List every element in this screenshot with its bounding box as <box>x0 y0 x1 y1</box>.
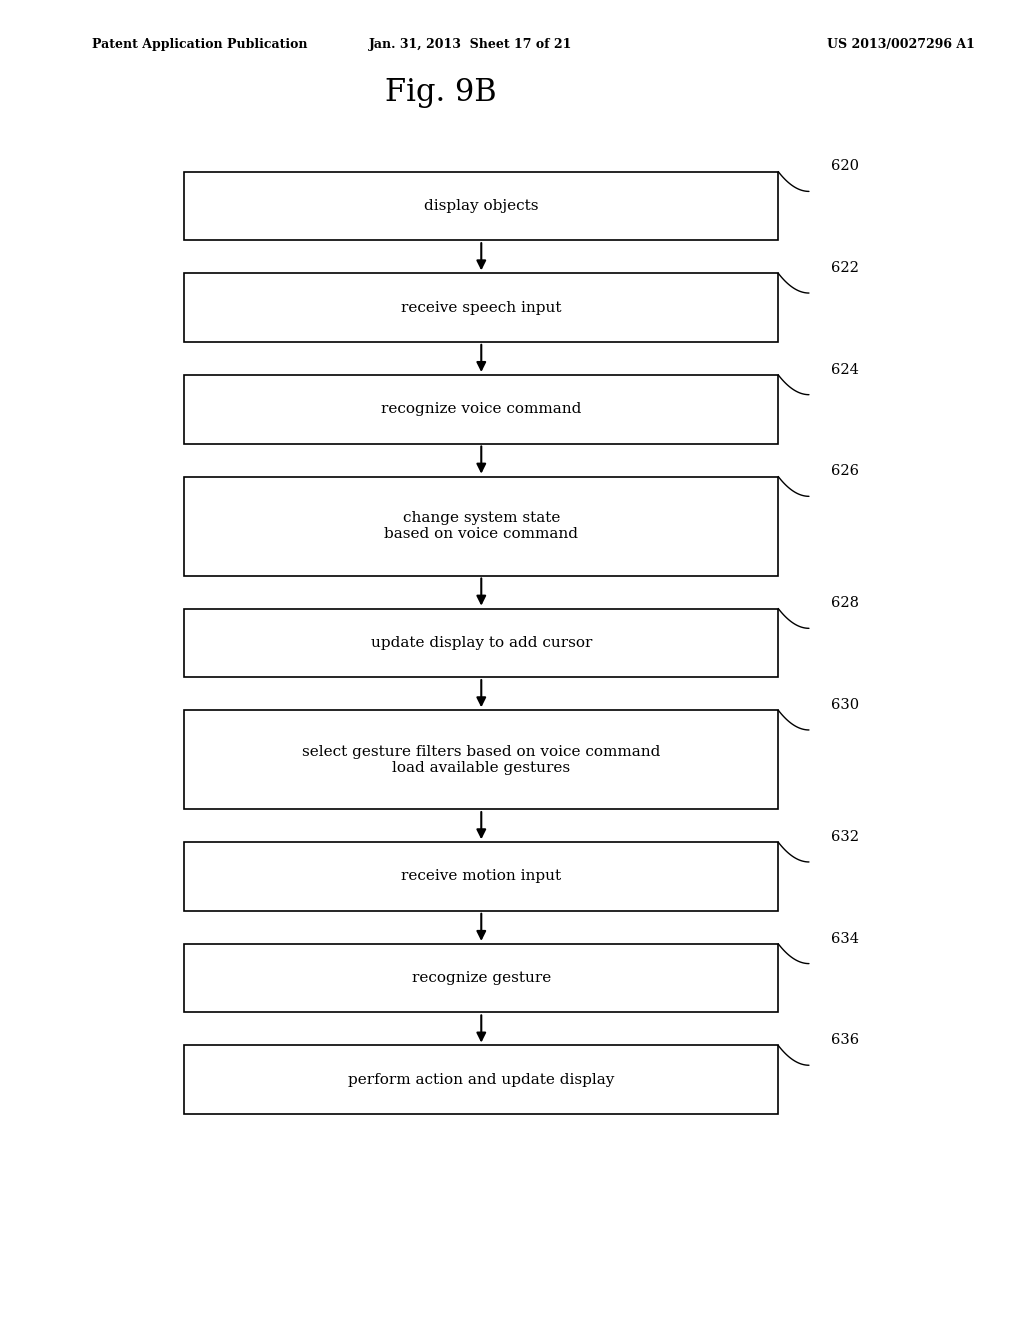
FancyBboxPatch shape <box>184 609 778 677</box>
Text: display objects: display objects <box>424 199 539 213</box>
Text: Patent Application Publication: Patent Application Publication <box>92 38 307 51</box>
FancyBboxPatch shape <box>184 273 778 342</box>
Text: update display to add cursor: update display to add cursor <box>371 636 592 649</box>
FancyBboxPatch shape <box>184 944 778 1012</box>
Text: receive speech input: receive speech input <box>401 301 561 314</box>
Text: 622: 622 <box>831 261 859 275</box>
Text: 628: 628 <box>831 597 859 610</box>
Text: 626: 626 <box>831 465 859 478</box>
FancyBboxPatch shape <box>184 842 778 911</box>
Text: recognize voice command: recognize voice command <box>381 403 582 416</box>
Text: perform action and update display: perform action and update display <box>348 1073 614 1086</box>
Text: 624: 624 <box>831 363 859 376</box>
Text: Fig. 9B: Fig. 9B <box>384 77 497 108</box>
Text: 630: 630 <box>831 698 859 711</box>
Text: 632: 632 <box>831 830 859 843</box>
Text: select gesture filters based on voice command
load available gestures: select gesture filters based on voice co… <box>302 744 660 775</box>
FancyBboxPatch shape <box>184 710 778 809</box>
Text: 620: 620 <box>831 160 859 173</box>
FancyBboxPatch shape <box>184 375 778 444</box>
FancyBboxPatch shape <box>184 172 778 240</box>
Text: 634: 634 <box>831 932 859 945</box>
Text: Jan. 31, 2013  Sheet 17 of 21: Jan. 31, 2013 Sheet 17 of 21 <box>370 38 572 51</box>
FancyBboxPatch shape <box>184 1045 778 1114</box>
Text: recognize gesture: recognize gesture <box>412 972 551 985</box>
Text: receive motion input: receive motion input <box>401 870 561 883</box>
FancyBboxPatch shape <box>184 477 778 576</box>
Text: 636: 636 <box>831 1034 859 1047</box>
Text: change system state
based on voice command: change system state based on voice comma… <box>384 511 579 541</box>
Text: US 2013/0027296 A1: US 2013/0027296 A1 <box>827 38 975 51</box>
